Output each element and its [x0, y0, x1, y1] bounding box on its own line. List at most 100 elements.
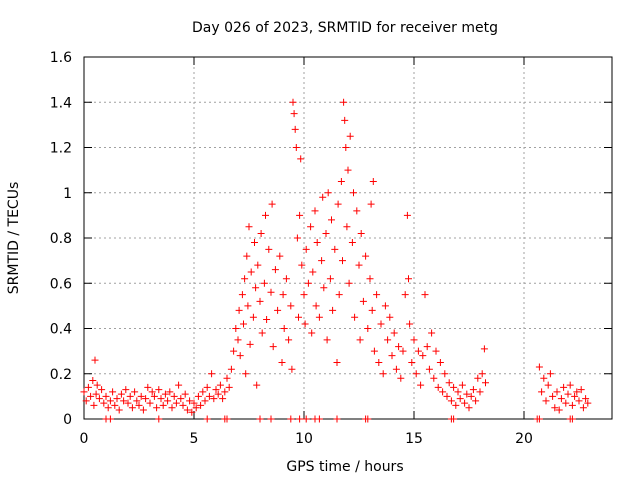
data-point — [298, 261, 306, 269]
data-point — [219, 395, 227, 403]
data-point — [155, 386, 163, 394]
data-point — [339, 257, 346, 265]
data-point — [246, 340, 254, 348]
data-point — [381, 302, 389, 310]
data-point — [82, 397, 90, 405]
data-point — [288, 365, 296, 373]
data-point — [362, 252, 370, 260]
data-point — [124, 399, 132, 407]
data-point — [469, 386, 477, 394]
data-point — [297, 155, 305, 163]
data-point — [331, 245, 339, 253]
data-point — [104, 404, 112, 412]
data-point — [564, 390, 572, 398]
data-point — [150, 392, 158, 400]
data-point — [319, 193, 327, 201]
data-point — [89, 377, 97, 385]
data-point — [100, 399, 108, 407]
data-point — [421, 291, 429, 299]
data-point — [301, 320, 309, 328]
axis-ticks — [83, 56, 612, 420]
data-point — [566, 381, 574, 389]
data-point — [290, 110, 298, 118]
grid-lines — [84, 57, 612, 419]
data-point — [551, 404, 559, 412]
y-tick-label: 1.4 — [50, 95, 72, 111]
data-point — [95, 395, 103, 403]
data-point — [282, 275, 290, 283]
data-point — [340, 98, 348, 106]
data-point — [271, 266, 279, 274]
data-point — [90, 401, 98, 409]
y-tick-label: 0.2 — [50, 367, 72, 383]
data-point — [287, 302, 295, 310]
x-tick-label: 20 — [515, 431, 533, 447]
data-point — [432, 347, 440, 355]
data-point — [234, 336, 242, 344]
data-point — [289, 98, 297, 106]
data-point — [269, 343, 277, 351]
data-point — [139, 406, 147, 414]
data-point — [467, 392, 475, 400]
data-point — [291, 125, 299, 133]
data-point — [122, 386, 130, 394]
data-point — [307, 223, 315, 231]
data-point — [240, 320, 247, 328]
data-point — [133, 397, 141, 405]
data-point — [247, 268, 255, 276]
data-point — [236, 352, 244, 360]
data-point — [357, 229, 365, 237]
data-point — [386, 313, 394, 321]
data-point — [197, 401, 205, 409]
data-point — [555, 406, 563, 414]
data-point — [401, 291, 409, 299]
data-point — [296, 211, 304, 219]
data-point — [287, 415, 295, 423]
data-point — [425, 365, 433, 373]
data-point — [221, 388, 229, 396]
data-point — [267, 288, 275, 296]
data-point — [252, 284, 260, 292]
data-point — [135, 401, 143, 409]
data-point — [304, 279, 312, 287]
data-point — [98, 386, 106, 394]
data-point — [308, 329, 316, 337]
y-axis-label: SRMTID / TECUs — [6, 182, 22, 295]
data-point — [343, 223, 351, 231]
data-point — [399, 347, 407, 355]
data-point — [302, 415, 310, 423]
data-point — [428, 329, 436, 337]
data-point — [126, 392, 134, 400]
data-point — [208, 370, 216, 378]
data-point — [405, 275, 412, 283]
data-point — [346, 132, 354, 140]
data-point — [390, 329, 398, 337]
data-point — [368, 306, 376, 314]
data-point — [179, 401, 187, 409]
data-point — [324, 189, 332, 197]
data-point — [137, 392, 145, 400]
data-point — [538, 388, 546, 396]
data-point — [364, 415, 372, 423]
data-point — [203, 415, 211, 423]
data-point — [560, 383, 568, 391]
data-point — [395, 343, 403, 351]
data-point — [375, 358, 383, 366]
data-point — [155, 415, 163, 423]
x-tick-label: 5 — [190, 431, 199, 447]
data-point — [366, 275, 374, 283]
data-point — [447, 397, 455, 405]
data-point — [546, 370, 554, 378]
data-point — [260, 279, 268, 287]
data-point — [276, 252, 284, 260]
data-point — [423, 343, 431, 351]
data-point — [452, 401, 460, 409]
data-point — [84, 383, 92, 391]
data-point — [285, 336, 293, 344]
data-point — [367, 200, 375, 208]
data-point — [341, 116, 349, 124]
data-point — [113, 395, 121, 403]
data-point — [267, 415, 275, 423]
